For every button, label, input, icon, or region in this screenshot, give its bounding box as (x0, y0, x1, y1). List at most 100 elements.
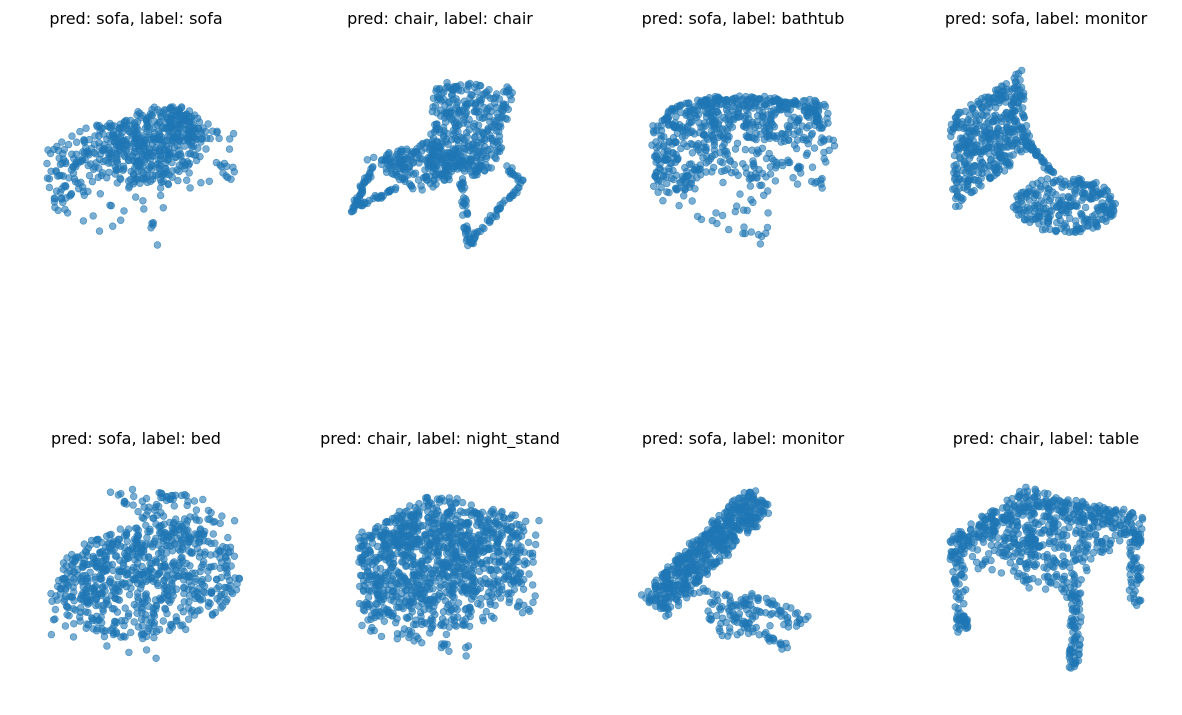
scatter-point (438, 640, 446, 648)
scatter-point (188, 586, 197, 594)
scatter-point (963, 149, 972, 157)
scatter-point (475, 128, 483, 136)
scatter-point (186, 534, 194, 543)
scatter-point (230, 516, 239, 525)
scatter-point (377, 160, 386, 169)
scatter-point (406, 502, 414, 510)
scatter-point (79, 559, 87, 567)
scatter-point (418, 639, 426, 647)
scatter-point (983, 119, 991, 128)
scatter-point (186, 184, 194, 192)
scatter-point (750, 134, 759, 142)
scatter-point (146, 525, 154, 533)
scatter-point (96, 549, 105, 557)
scatter-point (70, 175, 79, 183)
scatter-point (1108, 199, 1116, 208)
scatter-point (442, 630, 451, 639)
scatter-point (398, 630, 406, 638)
scatter-point (678, 172, 687, 181)
scatter-point (120, 543, 129, 552)
scatter-point (140, 503, 148, 511)
scatter-point (462, 129, 471, 137)
scatter-point (377, 632, 386, 641)
scatter-point (467, 553, 475, 561)
scatter-point (402, 613, 411, 622)
scatter-point (134, 596, 143, 604)
scatter-point (503, 83, 511, 91)
scatter-point (673, 102, 681, 111)
scatter-point (68, 561, 77, 569)
scatter-point (825, 135, 833, 143)
scatter-point (447, 540, 456, 548)
scatter-point (818, 184, 826, 192)
scatter-point (663, 188, 671, 196)
scatter-point (367, 627, 375, 635)
scatter-point (177, 622, 185, 630)
scatter-point (954, 108, 963, 117)
scatter-point (1066, 214, 1074, 223)
scatter-point (440, 513, 448, 522)
scatter-point (129, 501, 137, 509)
scatter-point (454, 121, 462, 130)
scatter-point (495, 132, 504, 141)
scatter-point (43, 159, 51, 168)
scatter-point (450, 613, 458, 621)
scatter-point (444, 561, 452, 570)
scatter-point (47, 630, 56, 639)
scatter-point (435, 125, 444, 134)
scatter-point (417, 612, 425, 621)
scatter-point (672, 150, 680, 159)
scatter-point (110, 133, 118, 141)
scatter-point (157, 133, 166, 141)
scatter-point (436, 144, 444, 152)
scatter-point (64, 140, 73, 149)
scatter-point (139, 197, 147, 205)
scatter-point (120, 621, 128, 630)
scatter-point (169, 591, 177, 600)
scatter-point (132, 193, 140, 201)
scatter-point (149, 627, 157, 636)
scatter-point (671, 158, 680, 166)
scatter-point (808, 163, 817, 171)
scatter-point (226, 543, 235, 551)
scatter-point (401, 508, 409, 516)
scatter-point (1032, 200, 1040, 208)
scatter-point (824, 119, 832, 127)
scatter-point (432, 540, 441, 549)
scatter-point (431, 598, 439, 607)
scatter-point (156, 184, 165, 192)
scatter-point (672, 122, 680, 130)
scatter-point (168, 167, 177, 175)
scatter-point (159, 617, 168, 625)
scatter-point (659, 197, 667, 205)
scatter-point (407, 512, 415, 520)
scatter-point (491, 518, 499, 526)
scatter-point (463, 209, 472, 218)
scatter-point (718, 125, 727, 133)
scatter-point (386, 566, 394, 574)
scatter-point (373, 542, 382, 551)
scatter-point (69, 568, 78, 576)
scatter-point (1007, 110, 1016, 119)
scatter-point (380, 617, 388, 625)
scatter-point (800, 133, 808, 142)
scatter-point (769, 121, 777, 129)
scatter-point (150, 117, 159, 126)
scatter-point (185, 615, 193, 623)
scatter-point (1078, 210, 1086, 219)
scatter-point (820, 148, 828, 157)
subplot-1: pred: sofa, label: sofa (43, 9, 239, 249)
scatter-point (133, 603, 141, 611)
scatter-point (162, 496, 171, 505)
scatter-point (204, 506, 213, 515)
scatter-point (200, 550, 209, 559)
scatter-point (95, 155, 104, 164)
scatter-point (469, 547, 477, 555)
scatter-point (967, 118, 975, 126)
scatter-point (484, 146, 492, 154)
scatter-point (984, 144, 993, 152)
scatter-point (431, 566, 439, 574)
scatter-point (478, 223, 487, 232)
scatter-point (69, 605, 78, 613)
scatter-point (463, 519, 471, 527)
